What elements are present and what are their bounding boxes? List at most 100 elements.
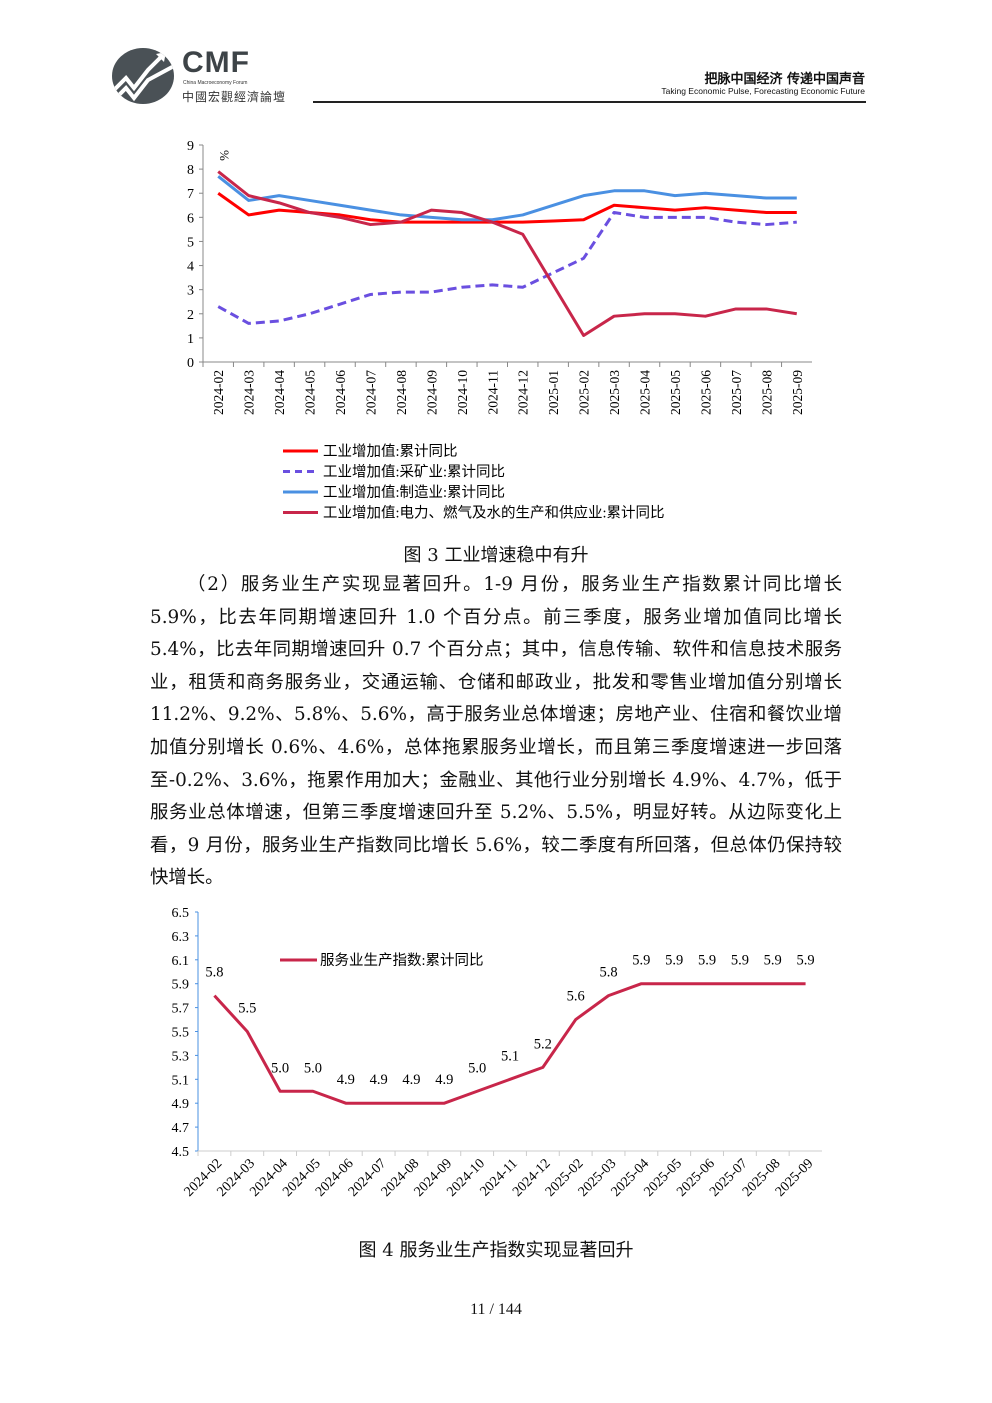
logo-chinese-name: 中國宏觀經濟論壇 [182, 90, 287, 104]
data-label: 5.9 [665, 953, 683, 969]
figure-4-caption: 图 4 服务业生产指数实现显著回升 [358, 1240, 634, 1261]
data-label: 5.9 [797, 953, 815, 969]
legend-label-3: 工业增加值:电力、燃气及水的生产和供应业:累计同比 [323, 504, 665, 522]
x-tick-label: 2025-03 [576, 1156, 620, 1200]
x-tick-label: 2024-05 [303, 370, 318, 415]
x-tick-label: 2025-05 [668, 370, 683, 415]
x-tick-label: 2025-02 [543, 1156, 587, 1200]
x-tick-label: 2024-03 [242, 370, 257, 415]
x-tick-label: 2024-10 [455, 370, 470, 415]
x-tick-label: 2025-05 [641, 1156, 685, 1200]
x-tick-label: 2024-10 [444, 1156, 488, 1200]
y-tick-label: 4.5 [172, 1145, 190, 1160]
data-label: 5.8 [599, 965, 617, 981]
data-label: 4.9 [370, 1072, 388, 1088]
slogan-chinese: 把脉中国经济 传递中国声音 [704, 72, 865, 87]
x-tick-label: 2025-08 [740, 1156, 784, 1200]
x-tick-label: 2024-07 [346, 1156, 390, 1200]
page-number: 11 / 144 [470, 1301, 522, 1318]
y-tick-label: 2 [187, 308, 194, 323]
data-label: 4.9 [435, 1072, 453, 1088]
data-label: 5.0 [468, 1060, 486, 1076]
x-tick-label: 2024-02 [182, 1156, 226, 1200]
y-axis-unit: % [217, 150, 232, 161]
x-tick-label: 2024-09 [424, 370, 439, 415]
legend-label-1: 工业增加值:采矿业:累计同比 [323, 464, 505, 481]
x-tick-label: 2024-12 [510, 1156, 554, 1200]
series-line-2 [217, 175, 797, 222]
x-tick-label: 2024-07 [363, 370, 378, 415]
x-tick-label: 2024-03 [214, 1156, 258, 1200]
x-tick-label: 2024-09 [412, 1156, 456, 1200]
x-tick-label: 2024-06 [333, 370, 348, 415]
x-tick-label: 2025-01 [546, 370, 561, 415]
legend-label-0: 工业增加值:累计同比 [323, 443, 458, 460]
x-tick-label: 2025-06 [698, 370, 713, 415]
y-tick-label: 1 [187, 332, 194, 347]
y-tick-label: 5.1 [172, 1073, 190, 1088]
x-tick-label: 2025-09 [773, 1156, 817, 1200]
logo-name: CMF [182, 46, 250, 79]
x-tick-label: 2025-06 [674, 1156, 718, 1200]
series-line [213, 982, 806, 1105]
y-tick-label: 5.5 [172, 1026, 190, 1041]
legend-label: 服务业生产指数:累计同比 [320, 952, 484, 969]
data-label: 5.9 [632, 953, 650, 969]
x-tick-label: 2024-11 [485, 370, 500, 415]
x-tick-label: 2024-12 [516, 370, 531, 415]
x-tick-label: 2024-08 [394, 370, 409, 415]
y-tick-label: 5.7 [172, 1002, 190, 1017]
y-tick-label: 9 [187, 139, 194, 154]
x-tick-label: 2025-02 [577, 370, 592, 415]
y-tick-label: 5.3 [172, 1049, 190, 1064]
y-tick-label: 0 [187, 356, 194, 371]
y-tick-label: 5.9 [172, 978, 190, 993]
y-tick-label: 6 [187, 211, 194, 226]
y-tick-label: 4.9 [172, 1097, 190, 1112]
data-label: 5.8 [205, 965, 223, 981]
x-tick-label: 2024-04 [272, 370, 287, 415]
x-tick-label: 2025-09 [790, 370, 805, 415]
data-label: 5.9 [698, 953, 716, 969]
y-tick-label: 4.7 [172, 1121, 190, 1136]
y-tick-label: 6.1 [172, 954, 190, 969]
y-tick-label: 7 [187, 187, 194, 202]
series-line-3 [217, 170, 798, 337]
x-tick-label: 2025-04 [609, 1156, 653, 1200]
x-tick-label: 2025-03 [607, 370, 622, 415]
x-tick-label: 2024-08 [379, 1156, 423, 1200]
logo-chart-icon [112, 48, 174, 104]
x-tick-label: 2024-11 [478, 1156, 521, 1199]
x-tick-label: 2024-06 [313, 1156, 357, 1200]
logo-subtitle: China Macroeconomy Forum [183, 80, 248, 86]
x-tick-label: 2024-05 [280, 1156, 324, 1200]
data-label: 4.9 [402, 1072, 420, 1088]
y-tick-label: 4 [187, 260, 194, 275]
data-label: 5.6 [567, 989, 585, 1005]
data-label: 5.9 [731, 953, 749, 969]
data-label: 5.0 [271, 1060, 289, 1076]
x-tick-label: 2025-08 [759, 370, 774, 415]
x-tick-label: 2024-02 [211, 370, 226, 415]
figure-3-caption: 图 3 工业增速稳中有升 [403, 545, 589, 566]
x-tick-label: 2024-04 [247, 1156, 291, 1200]
series-line-1 [217, 211, 797, 325]
data-label: 5.2 [534, 1036, 552, 1052]
body-paragraph: （2）服务业生产实现显著回升。1-9 月份，服务业生产指数累计同比增长 5.9%… [150, 574, 842, 889]
data-label: 5.9 [764, 953, 782, 969]
y-tick-label: 6.3 [172, 930, 190, 945]
industrial-growth-chart: 0 1 2 3 4 5 6 7 8 9% 2024-02 2024-03 2024-04 2024-05 2… [187, 139, 812, 522]
data-label: 4.9 [337, 1072, 355, 1088]
y-tick-label: 6.5 [172, 906, 190, 921]
slogan-english: Taking Economic Pulse, Forecasting Econo… [661, 86, 865, 96]
data-label: 5.0 [304, 1060, 322, 1076]
x-tick-label: 2025-07 [707, 1156, 751, 1200]
x-tick-label: 2025-07 [729, 370, 744, 415]
x-tick-label: 2025-04 [638, 370, 653, 415]
data-label: 5.1 [501, 1048, 519, 1064]
y-tick-label: 3 [187, 284, 194, 299]
header-divider [313, 101, 866, 103]
y-tick-label: 5 [187, 235, 194, 250]
legend-label-2: 工业增加值:制造业:累计同比 [323, 484, 505, 501]
y-tick-label: 8 [187, 163, 194, 178]
